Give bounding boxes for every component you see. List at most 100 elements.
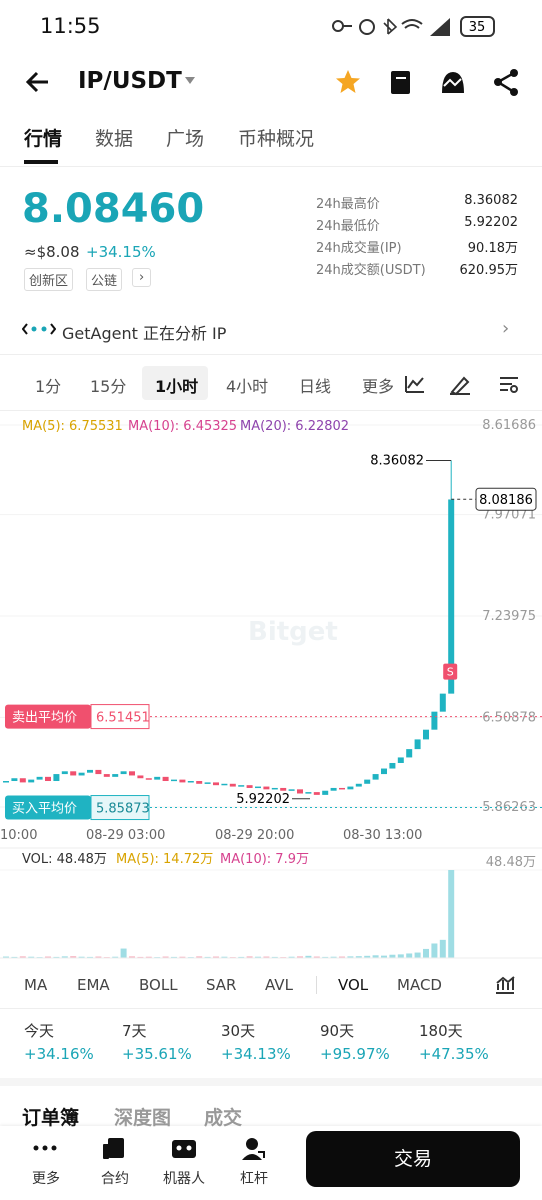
nav-item[interactable]: 杠杆 xyxy=(240,1171,268,1187)
candle xyxy=(87,769,93,773)
stat-value: 620.95万 xyxy=(459,263,519,278)
volume-bar xyxy=(3,956,9,958)
candle xyxy=(61,771,68,775)
volume-bar xyxy=(322,956,329,958)
agent[interactable]: GetAgent 正在分析 IP xyxy=(62,324,227,343)
tag[interactable]: 公链 xyxy=(86,268,123,291)
divider xyxy=(0,1078,542,1086)
volume-bar xyxy=(129,956,135,958)
volume-bar xyxy=(439,939,446,958)
volume-bar xyxy=(406,953,413,958)
tab[interactable]: 数据 xyxy=(95,128,134,150)
candle xyxy=(330,787,337,791)
back[interactable] xyxy=(24,68,52,96)
candle xyxy=(145,778,152,780)
volume-bar xyxy=(28,956,35,958)
candle xyxy=(397,757,404,763)
volume-bar xyxy=(137,956,144,958)
stat-value: 5.92202 xyxy=(464,215,518,230)
candle xyxy=(423,729,429,740)
indicator[interactable]: SAR xyxy=(206,976,237,994)
volume-bar xyxy=(246,956,253,958)
buy_avg-label: 买入平均价 xyxy=(12,802,77,817)
divider xyxy=(0,1008,542,1009)
candle xyxy=(246,785,253,788)
y-tick-label: 8.61686 xyxy=(482,418,536,433)
tab[interactable]: 行情 xyxy=(24,128,63,150)
interval[interactable]: 1小时 xyxy=(155,377,199,396)
perf-label: 90天 xyxy=(320,1022,355,1040)
candle xyxy=(45,776,51,782)
book-tab[interactable]: 深度图 xyxy=(114,1107,172,1129)
nav-item[interactable]: 机器人 xyxy=(163,1171,205,1187)
interval[interactable]: 1分 xyxy=(35,377,62,396)
pair[interactable]: IP/USDT xyxy=(78,68,182,94)
candle xyxy=(187,781,194,783)
candle xyxy=(288,789,295,791)
volume-bar xyxy=(221,956,228,958)
volume-bar xyxy=(263,956,270,958)
book-tab[interactable]: 成交 xyxy=(204,1107,243,1129)
indicator[interactable]: MA xyxy=(24,976,48,994)
chevron[interactable]: › xyxy=(502,318,510,339)
chart-tools[interactable] xyxy=(404,372,524,396)
indicator[interactable]: MACD xyxy=(397,976,442,994)
tag-more[interactable]: › xyxy=(132,268,152,287)
volume-bar xyxy=(78,956,85,958)
nav-item[interactable]: 合约 xyxy=(101,1171,129,1187)
tab[interactable]: 广场 xyxy=(166,128,205,150)
candle xyxy=(154,776,161,780)
candle xyxy=(406,749,413,758)
volume-bar xyxy=(255,956,261,958)
volume-bar xyxy=(347,956,354,958)
indicator[interactable]: AVL xyxy=(265,976,293,994)
usd-price: ≈$8.08 xyxy=(24,243,80,261)
volume-bar xyxy=(87,956,93,958)
candle xyxy=(70,771,77,776)
candle xyxy=(120,771,127,775)
indicator[interactable]: EMA xyxy=(77,976,110,994)
stat-label: 24h成交量(IP) xyxy=(316,241,402,256)
interval[interactable]: 更多 xyxy=(362,377,395,396)
buy_avg-tag xyxy=(5,795,91,820)
sell_avg-tag xyxy=(5,704,91,729)
nav-item[interactable]: 更多 xyxy=(32,1171,60,1187)
indicator[interactable]: BOLL xyxy=(139,976,178,994)
indicator-settings[interactable] xyxy=(494,975,516,995)
candle xyxy=(36,776,43,780)
interval[interactable]: 15分 xyxy=(90,377,127,396)
y-tick-label: 7.97071 xyxy=(482,508,536,523)
candle xyxy=(414,739,421,750)
indicator[interactable]: VOL xyxy=(338,976,369,994)
watermark: Bitget xyxy=(248,617,338,647)
volume-bar xyxy=(423,948,429,958)
y-tick-label: 6.50878 xyxy=(482,710,536,725)
volume-bar xyxy=(179,956,186,958)
interval[interactable]: 日线 xyxy=(299,377,332,396)
trade-button[interactable]: 交易 xyxy=(306,1131,520,1187)
volume-bar xyxy=(313,956,320,958)
volume-bar xyxy=(61,956,68,958)
header-icons[interactable] xyxy=(334,68,524,98)
volume-bar xyxy=(11,956,18,958)
tag[interactable]: 创新区 xyxy=(24,268,74,291)
battery: 35 xyxy=(469,20,486,35)
dropdown[interactable] xyxy=(184,76,196,86)
buy_avg-value-box xyxy=(90,795,150,821)
stat-label: 24h成交额(USDT) xyxy=(316,263,426,278)
volume-bar xyxy=(204,956,211,958)
candle xyxy=(204,782,211,784)
last-price: 8.08460 xyxy=(22,186,205,232)
candle xyxy=(263,786,270,790)
interval[interactable]: 4小时 xyxy=(226,377,269,396)
book-tab[interactable]: 订单簿 xyxy=(22,1107,80,1129)
perf-label: 7天 xyxy=(122,1022,147,1040)
perf-label: 30天 xyxy=(221,1022,256,1040)
divider xyxy=(0,354,542,355)
candle xyxy=(95,769,102,775)
candle xyxy=(3,781,9,783)
tab[interactable]: 币种概况 xyxy=(238,128,315,150)
low-label: 5.92202 xyxy=(236,792,290,807)
volume-bar xyxy=(238,956,245,958)
candle xyxy=(171,779,177,782)
